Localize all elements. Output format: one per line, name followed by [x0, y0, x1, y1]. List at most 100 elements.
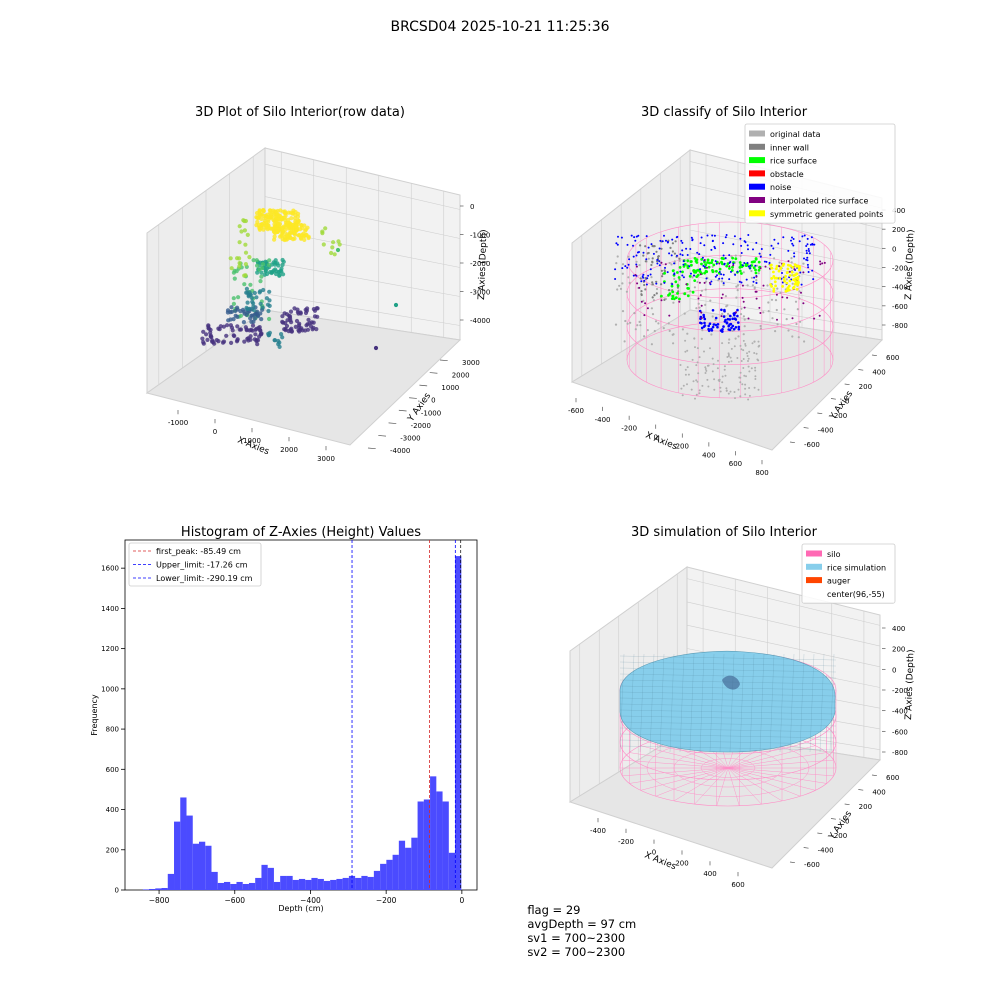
- cls-point: [799, 320, 802, 323]
- hist-bar: [430, 776, 437, 890]
- cls-point: [704, 288, 707, 291]
- sim-z-tick-label: 400: [892, 625, 905, 633]
- cls-point: [757, 268, 761, 272]
- cls-point: [698, 392, 701, 395]
- cls-point: [721, 381, 724, 384]
- cls-point: [703, 350, 705, 353]
- cls-point: [681, 274, 684, 277]
- cls-legend-label: rice surface: [770, 157, 817, 166]
- cls-point: [714, 260, 717, 263]
- sim-rice-mesh-line: [619, 703, 837, 709]
- sim-rice-mesh-line: [769, 653, 775, 753]
- cls-point: [718, 380, 721, 383]
- raw-point: [244, 286, 249, 291]
- cls-point: [700, 304, 703, 307]
- raw-y-label: Y Axies: [406, 391, 434, 424]
- cls-point: [677, 276, 681, 279]
- cls-point: [691, 238, 694, 241]
- cls-z-tick-label: -800: [892, 322, 908, 330]
- hist-y-tick-label: 1200: [101, 645, 119, 653]
- cls-point: [722, 283, 725, 287]
- raw-point: [255, 263, 260, 268]
- cls-point: [710, 258, 714, 262]
- cls-point: [754, 378, 757, 380]
- sim-rice-mesh-line: [799, 653, 805, 753]
- cls-point: [698, 389, 701, 392]
- cls-point: [649, 273, 652, 276]
- cls-point: [773, 280, 777, 284]
- cls-point: [704, 303, 707, 306]
- cls-point: [628, 281, 631, 284]
- cls-point: [618, 284, 621, 287]
- cls-point: [706, 234, 709, 237]
- cls-point: [757, 260, 761, 264]
- raw-y-tick-label: -4000: [390, 447, 410, 455]
- cls-point: [786, 296, 789, 299]
- cls-point: [682, 265, 686, 268]
- hist-x-tick-label: −800: [149, 896, 170, 905]
- hist-bar: [380, 863, 387, 890]
- cls-point: [733, 313, 736, 317]
- hist-bar: [423, 799, 431, 890]
- raw-point: [292, 231, 297, 236]
- cls-point: [750, 367, 753, 370]
- cls-point: [688, 265, 691, 268]
- raw-point: [267, 298, 272, 303]
- cls-legend-label: interpolated rice surface: [770, 197, 868, 206]
- cls-point: [625, 290, 629, 293]
- cls-point: [640, 293, 643, 296]
- cls-point: [643, 283, 646, 287]
- raw-point: [243, 273, 248, 278]
- cls-point: [643, 279, 646, 282]
- raw-point: [321, 242, 326, 247]
- cls-x-tick-label: 0: [653, 434, 657, 442]
- cls-legend-swatch: [749, 170, 765, 177]
- hist-bar: [280, 875, 287, 890]
- cls-point: [745, 375, 747, 378]
- cls-point: [620, 236, 623, 239]
- cls-point: [738, 269, 742, 273]
- cls-point: [747, 317, 750, 320]
- raw-point: [393, 302, 399, 308]
- cls-point: [807, 271, 810, 273]
- raw-point: [204, 332, 209, 337]
- raw-point: [288, 309, 294, 314]
- cls-point: [796, 277, 800, 281]
- cls-point: [718, 262, 721, 265]
- sim-rice-mesh-line: [809, 653, 815, 753]
- raw-point: [302, 237, 307, 242]
- cls-point: [725, 387, 728, 390]
- cls-point: [651, 313, 655, 316]
- cls-point: [767, 310, 770, 313]
- hist-bar: [242, 883, 249, 890]
- cls-point: [754, 257, 758, 261]
- cls-point: [679, 253, 682, 256]
- cls-point: [721, 293, 724, 296]
- cls-point: [798, 290, 801, 293]
- cls-point: [644, 288, 647, 291]
- cls-point: [806, 243, 809, 246]
- cls-point: [660, 294, 663, 298]
- cls-point: [759, 312, 762, 314]
- raw-z-tick-label: -1000: [470, 232, 490, 240]
- cls-point: [739, 381, 742, 384]
- raw-point: [237, 240, 242, 245]
- cls-y-tick-label: 200: [859, 383, 872, 391]
- cls-point: [743, 306, 746, 309]
- cls-y-tick-label: -200: [831, 412, 847, 420]
- cls-point: [728, 267, 731, 270]
- cls-point: [818, 314, 821, 317]
- cls-point: [720, 273, 723, 276]
- hist-bar: [292, 879, 299, 890]
- cls-point: [665, 239, 667, 242]
- cls-point: [735, 296, 738, 299]
- cls-point: [657, 255, 660, 258]
- cls-legend-swatch: [749, 157, 765, 164]
- cls-point: [705, 277, 708, 280]
- raw-point: [284, 323, 290, 329]
- cls-point: [693, 274, 695, 277]
- raw-point: [221, 324, 226, 329]
- cls-point: [732, 327, 736, 331]
- cls-point: [798, 297, 801, 300]
